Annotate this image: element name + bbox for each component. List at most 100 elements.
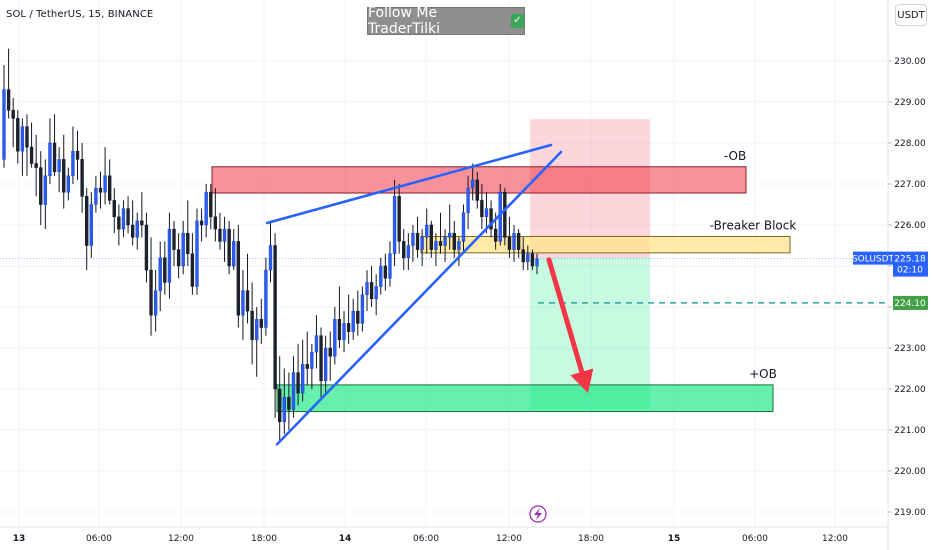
candle bbox=[282, 396, 286, 423]
candle bbox=[25, 126, 29, 148]
candle bbox=[429, 224, 433, 250]
candle bbox=[328, 347, 332, 357]
candle bbox=[305, 364, 309, 369]
candle bbox=[227, 228, 231, 267]
time-tick-label: 12:00 bbox=[822, 534, 848, 544]
candle bbox=[236, 241, 241, 316]
candle bbox=[530, 253, 535, 267]
candle bbox=[448, 232, 452, 238]
candle bbox=[43, 175, 48, 205]
candle bbox=[222, 228, 227, 242]
candle bbox=[204, 191, 208, 226]
level-price-badge: 224.10 bbox=[893, 295, 928, 310]
target-zone[interactable] bbox=[530, 257, 650, 410]
projection-arrow-shaft[interactable] bbox=[546, 257, 585, 375]
candle bbox=[383, 265, 388, 279]
candle bbox=[126, 208, 130, 226]
candle bbox=[443, 237, 447, 246]
candle bbox=[52, 142, 57, 172]
candle bbox=[374, 286, 378, 300]
time-tick-label: 12:00 bbox=[496, 534, 522, 544]
symbol-title: SOL / TetherUS, 15, BINANCE bbox=[6, 9, 154, 20]
time-tick-label: 06:00 bbox=[86, 534, 112, 544]
candle bbox=[278, 388, 282, 423]
candle bbox=[535, 258, 539, 267]
candle bbox=[287, 396, 291, 410]
zone-label: +OB bbox=[749, 367, 777, 381]
candle bbox=[57, 159, 61, 172]
candle bbox=[255, 319, 259, 341]
price-tick-label: 221.00 bbox=[894, 426, 926, 436]
candle bbox=[172, 228, 176, 250]
projection-arrow-head[interactable] bbox=[570, 368, 594, 393]
candle bbox=[310, 351, 314, 369]
candle bbox=[241, 290, 245, 316]
candle bbox=[356, 310, 360, 324]
time-tick-label: 18:00 bbox=[578, 534, 604, 544]
trendline-lower[interactable] bbox=[275, 150, 563, 446]
check-icon: ✓ bbox=[510, 14, 524, 28]
candle bbox=[190, 253, 195, 287]
candle bbox=[268, 245, 273, 271]
price-tick-label: 226.00 bbox=[894, 221, 926, 231]
drawings-layer bbox=[265, 143, 594, 523]
zone-label: -Breaker Block bbox=[710, 218, 797, 232]
candle bbox=[493, 228, 498, 242]
candle bbox=[112, 200, 116, 218]
candle bbox=[176, 249, 181, 267]
candle bbox=[121, 208, 126, 230]
candle bbox=[526, 253, 530, 263]
candle bbox=[130, 224, 135, 238]
candle bbox=[342, 323, 346, 341]
time-tick-label: 06:00 bbox=[413, 534, 439, 544]
trendline-upper[interactable] bbox=[265, 143, 553, 225]
price-tick-label: 230.00 bbox=[894, 57, 926, 67]
candle bbox=[62, 159, 66, 193]
currency-button[interactable]: USDT bbox=[895, 4, 927, 26]
price-tick-label: 227.00 bbox=[894, 180, 926, 190]
candle bbox=[85, 196, 89, 246]
candle bbox=[516, 232, 521, 250]
candle bbox=[108, 175, 112, 201]
candle bbox=[89, 204, 93, 246]
candle bbox=[209, 191, 213, 218]
candle bbox=[480, 200, 484, 218]
zone-ob[interactable] bbox=[211, 166, 747, 194]
candle bbox=[80, 159, 84, 197]
time-axis[interactable]: 13 06:00 12:00 18:00 14 06:00 12:00 18:00 15 06:0… bbox=[0, 526, 888, 544]
candle bbox=[103, 175, 107, 193]
candle bbox=[259, 319, 263, 328]
candle bbox=[39, 167, 43, 205]
candle bbox=[163, 257, 167, 283]
time-tick-label: 14 bbox=[339, 534, 352, 544]
candle bbox=[503, 191, 507, 238]
candle bbox=[117, 216, 121, 230]
candle bbox=[94, 187, 98, 205]
candle bbox=[6, 89, 11, 111]
candle bbox=[232, 241, 236, 267]
candle bbox=[397, 196, 401, 242]
symbol-badge-label: SOLUSDT bbox=[852, 255, 895, 265]
candle bbox=[11, 109, 15, 119]
price-badge-bg bbox=[893, 251, 928, 277]
time-tick-label: 13 bbox=[13, 534, 26, 544]
candle bbox=[425, 224, 429, 238]
candle bbox=[75, 150, 80, 160]
candle bbox=[149, 269, 153, 316]
time-tick-label: 15 bbox=[668, 534, 681, 544]
candle bbox=[218, 228, 222, 242]
candle bbox=[34, 163, 38, 168]
price-tick-label: 228.00 bbox=[894, 139, 926, 149]
candle bbox=[420, 237, 424, 250]
lightning-icon[interactable] bbox=[529, 505, 547, 523]
candle bbox=[296, 372, 300, 394]
candle bbox=[71, 150, 75, 177]
level-badge-bg bbox=[893, 295, 928, 310]
candle bbox=[337, 319, 342, 341]
zone-+ob[interactable] bbox=[276, 384, 774, 413]
candle bbox=[181, 232, 185, 267]
